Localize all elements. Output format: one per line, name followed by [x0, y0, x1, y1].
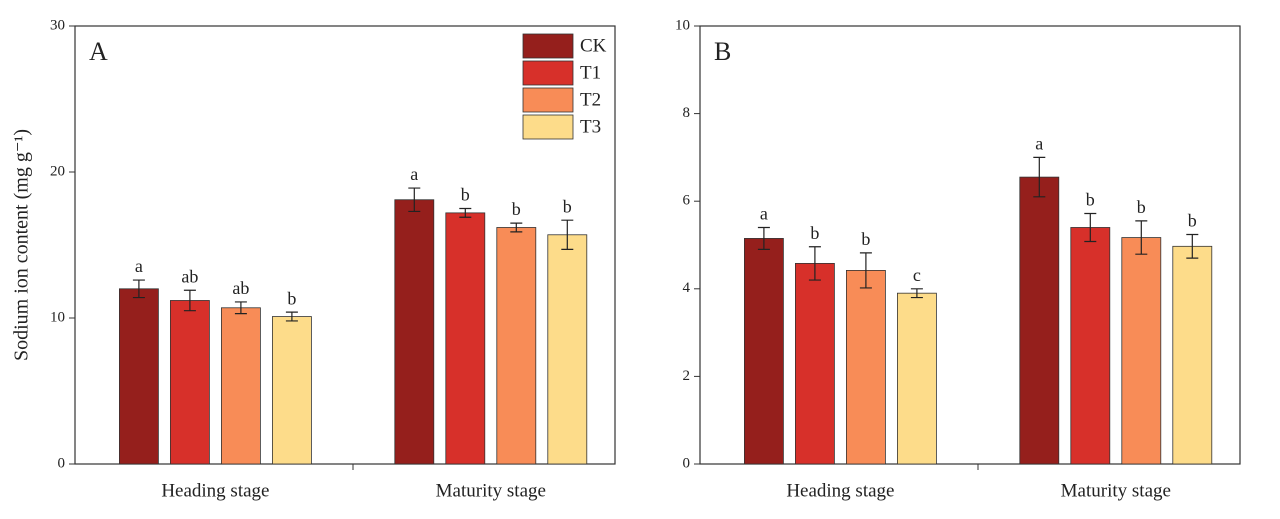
y-tick-label: 10 [50, 309, 65, 325]
bar [795, 262, 835, 465]
significance-letter: b [512, 199, 521, 219]
error-bar [808, 246, 821, 281]
error-bar [408, 187, 421, 213]
bar [1070, 227, 1111, 465]
significance-letter: b [1086, 190, 1095, 210]
error-bar [510, 222, 523, 233]
error-bar [183, 289, 196, 312]
error-bar [459, 207, 472, 218]
bar [169, 300, 210, 465]
y-tick-label: 20 [50, 163, 65, 179]
y-tick-label: 6 [683, 193, 691, 209]
error-bar [859, 252, 872, 289]
legend-swatch [522, 87, 574, 113]
significance-letter: a [410, 164, 418, 184]
y-tick-label: 4 [683, 280, 691, 296]
bar [119, 288, 159, 465]
error-bar [234, 301, 247, 315]
legend-label: T2 [580, 89, 601, 110]
significance-letter: ab [232, 278, 249, 298]
y-axis-label: Sodium ion content (mg g⁻¹) [11, 129, 33, 361]
bar [1019, 176, 1060, 465]
plot-frame [699, 25, 1241, 465]
panel-label: B [714, 37, 731, 66]
legend-label: T3 [580, 116, 601, 137]
significance-letter: ab [181, 266, 198, 286]
error-bar [1084, 212, 1097, 243]
significance-letter: b [810, 223, 819, 243]
bar [547, 234, 588, 465]
error-bar [1186, 233, 1199, 259]
legend-swatch [522, 33, 574, 59]
plot-frame [74, 25, 616, 465]
bar [271, 316, 312, 465]
legend-label: T1 [580, 62, 601, 83]
significance-letter: a [135, 256, 143, 276]
x-tick-label: Heading stage [786, 480, 894, 501]
bar [445, 212, 486, 465]
significance-letter: b [563, 196, 572, 216]
significance-letter: b [861, 229, 870, 249]
y-tick-label: 0 [58, 455, 66, 471]
significance-letter: b [461, 185, 470, 205]
error-bar [1135, 220, 1148, 255]
error-bar [561, 219, 574, 250]
bar [496, 227, 537, 465]
y-tick-label: 8 [683, 105, 691, 121]
y-tick-label: 30 [50, 17, 65, 33]
significance-letter: a [760, 204, 768, 224]
significance-letter: b [1188, 211, 1197, 231]
legend-swatch [522, 60, 574, 86]
x-tick-label: Heading stage [161, 480, 269, 501]
bar [744, 238, 784, 465]
x-tick-label: Maturity stage [436, 480, 546, 501]
bar [897, 292, 937, 465]
legend-label: CK [580, 35, 607, 56]
y-tick-label: 10 [675, 17, 690, 33]
legend-swatch [522, 114, 574, 140]
significance-letter: b [287, 288, 296, 308]
bar [1172, 245, 1213, 465]
significance-letter: c [913, 265, 921, 285]
significance-letter: b [1137, 197, 1146, 217]
error-bar [757, 226, 770, 250]
error-bar [1033, 156, 1046, 198]
panel-label: A [89, 37, 108, 66]
bar [846, 270, 886, 465]
error-bar [132, 279, 145, 299]
y-tick-label: 2 [683, 368, 691, 384]
significance-letter: a [1035, 134, 1043, 154]
bar [394, 199, 435, 465]
error-bar [285, 311, 298, 322]
bar [220, 307, 261, 465]
error-bar [910, 288, 923, 299]
x-tick-label: Maturity stage [1061, 480, 1171, 501]
bar [1121, 237, 1162, 465]
y-tick-label: 0 [683, 455, 691, 471]
